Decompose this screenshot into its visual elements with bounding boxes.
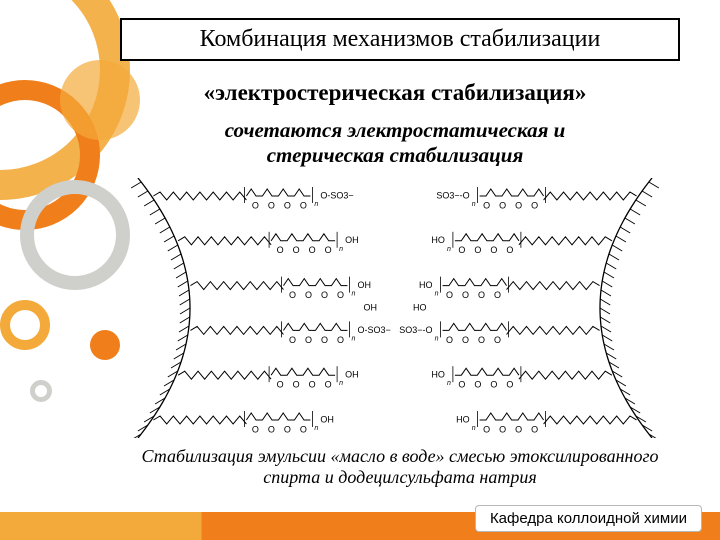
svg-text:O: O	[289, 335, 296, 345]
svg-text:O: O	[321, 335, 328, 345]
svg-text:O: O	[293, 245, 300, 255]
svg-text:n: n	[314, 201, 318, 208]
svg-text:O: O	[458, 380, 465, 390]
svg-text:O: O	[478, 335, 485, 345]
description-line2: стерическая стабилизация	[267, 143, 524, 167]
svg-text:O: O	[268, 200, 275, 210]
svg-text:n: n	[351, 335, 355, 342]
svg-text:O: O	[474, 245, 481, 255]
svg-text:O: O	[515, 200, 522, 210]
svg-text:O: O	[337, 290, 344, 300]
svg-text:O-SO3−: O-SO3−	[357, 325, 390, 335]
svg-text:n: n	[314, 425, 318, 432]
caption-line2: спирта и додецилсульфата натрия	[263, 467, 536, 487]
svg-text:O-SO3−: O-SO3−	[320, 190, 353, 200]
svg-text:n: n	[447, 380, 451, 387]
svg-text:n: n	[472, 201, 476, 208]
svg-text:O: O	[325, 245, 332, 255]
svg-text:O: O	[300, 424, 307, 434]
svg-text:O: O	[506, 380, 513, 390]
svg-text:O: O	[499, 200, 506, 210]
svg-text:O: O	[321, 290, 328, 300]
svg-text:HO: HO	[431, 370, 445, 380]
svg-text:n: n	[351, 291, 355, 298]
svg-text:O: O	[284, 424, 291, 434]
decor-ring-grey	[20, 180, 130, 290]
svg-text:O: O	[458, 245, 465, 255]
diagram-caption: Стабилизация эмульсии «масло в воде» сме…	[90, 446, 710, 487]
svg-text:O: O	[309, 380, 316, 390]
svg-text:O: O	[462, 290, 469, 300]
svg-text:n: n	[339, 380, 343, 387]
svg-text:O: O	[252, 200, 259, 210]
svg-text:SO3−-O: SO3−-O	[399, 325, 432, 335]
svg-text:O: O	[531, 200, 538, 210]
svg-text:O: O	[293, 380, 300, 390]
svg-text:n: n	[339, 246, 343, 253]
svg-text:O: O	[446, 335, 453, 345]
svg-text:O: O	[325, 380, 332, 390]
svg-text:OH: OH	[345, 370, 359, 380]
description: сочетаются электростатическая и стеричес…	[100, 118, 690, 168]
svg-text:O: O	[309, 245, 316, 255]
svg-text:O: O	[462, 335, 469, 345]
svg-text:HO: HO	[456, 414, 470, 424]
page-title: Комбинация механизмов стабилизации	[200, 26, 601, 52]
decor-ring-small	[0, 300, 50, 350]
svg-text:O: O	[515, 424, 522, 434]
svg-text:HO: HO	[431, 235, 445, 245]
caption-line1: Стабилизация эмульсии «масло в воде» сме…	[142, 446, 659, 466]
svg-text:O: O	[490, 245, 497, 255]
decor-dot-orange	[90, 330, 120, 360]
stabilization-diagram: nOOOOO-SO3−nOOOOSO3−-OnOOOOOHnOOOOHOnOOO…	[130, 178, 660, 438]
svg-text:O: O	[277, 380, 284, 390]
svg-text:O: O	[305, 335, 312, 345]
svg-text:O: O	[506, 245, 513, 255]
svg-text:O: O	[289, 290, 296, 300]
svg-text:O: O	[268, 424, 275, 434]
svg-text:O: O	[474, 380, 481, 390]
svg-text:OH: OH	[364, 302, 378, 312]
svg-text:OH: OH	[345, 235, 359, 245]
svg-text:O: O	[337, 335, 344, 345]
svg-text:O: O	[494, 335, 501, 345]
decor-ring-tiny	[30, 380, 52, 402]
subtitle: «электростерическая стабилизация»	[100, 80, 690, 106]
svg-text:n: n	[472, 425, 476, 432]
description-line1: сочетаются электростатическая и	[225, 118, 566, 142]
svg-text:n: n	[447, 246, 451, 253]
svg-text:n: n	[435, 291, 439, 298]
footer-text: Кафедра коллоидной химии	[490, 510, 687, 527]
svg-text:O: O	[531, 424, 538, 434]
svg-text:O: O	[483, 424, 490, 434]
svg-text:O: O	[478, 290, 485, 300]
footer-badge: Кафедра коллоидной химии	[475, 505, 702, 532]
svg-text:O: O	[494, 290, 501, 300]
svg-text:O: O	[252, 424, 259, 434]
svg-text:OH: OH	[357, 280, 371, 290]
svg-text:n: n	[435, 335, 439, 342]
svg-text:OH: OH	[320, 414, 334, 424]
svg-text:SO3−-O: SO3−-O	[436, 190, 469, 200]
svg-text:O: O	[277, 245, 284, 255]
svg-text:O: O	[499, 424, 506, 434]
svg-text:HO: HO	[413, 302, 427, 312]
svg-text:HO: HO	[419, 280, 433, 290]
page-title-box: Комбинация механизмов стабилизации	[120, 18, 680, 61]
svg-text:O: O	[483, 200, 490, 210]
svg-text:O: O	[284, 200, 291, 210]
svg-text:O: O	[446, 290, 453, 300]
svg-text:O: O	[490, 380, 497, 390]
svg-text:O: O	[305, 290, 312, 300]
svg-text:O: O	[300, 200, 307, 210]
